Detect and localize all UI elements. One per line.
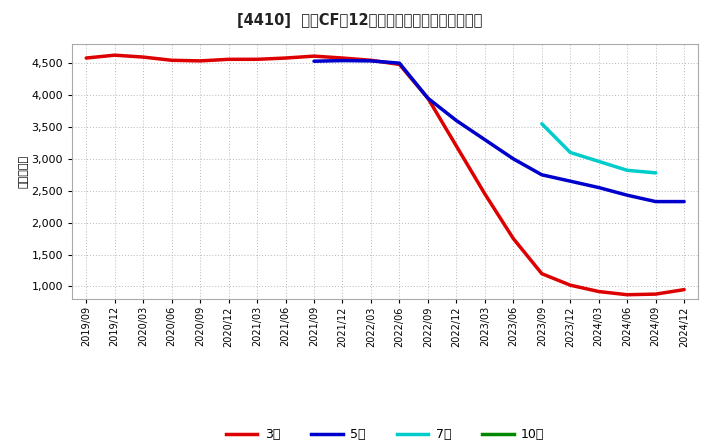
Legend: 3年, 5年, 7年, 10年: 3年, 5年, 7年, 10年 <box>221 423 549 440</box>
Y-axis label: （百万円）: （百万円） <box>19 155 29 188</box>
Text: [4410]  営業CFの12か月移動合計の平均値の推移: [4410] 営業CFの12か月移動合計の平均値の推移 <box>238 13 482 28</box>
